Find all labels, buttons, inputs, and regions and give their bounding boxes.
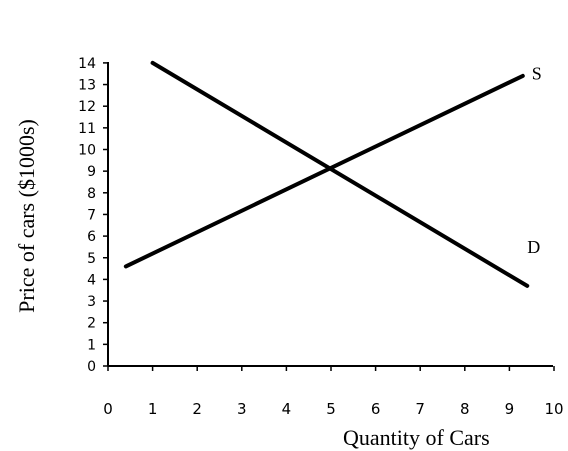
y-tick-label: 11 <box>78 121 96 137</box>
y-tick-label: 0 <box>87 359 96 375</box>
x-tick-label: 7 <box>415 400 425 418</box>
y-tick-label: 4 <box>87 272 96 288</box>
annotation-layer: SD <box>527 64 541 257</box>
x-tick-label: 1 <box>148 400 158 418</box>
curve-label-d: D <box>527 237 540 257</box>
y-tick-label: 8 <box>87 186 96 202</box>
x-tick-label: 2 <box>192 400 202 418</box>
y-tick-label: 12 <box>78 99 96 115</box>
x-tick-label: 9 <box>505 400 515 418</box>
x-axis-title: Quantity of Cars <box>343 425 490 450</box>
y-tick-label: 5 <box>87 251 96 267</box>
x-tick-label: 10 <box>544 400 563 418</box>
x-tick-label: 8 <box>460 400 470 418</box>
y-axis-title: Price of cars ($1000s) <box>14 119 39 313</box>
y-tick-label: 7 <box>87 207 96 223</box>
x-tick-label: 4 <box>282 400 292 418</box>
x-tick-label: 0 <box>103 400 113 418</box>
series-line-s <box>123 73 525 269</box>
y-tick-label: 10 <box>78 143 96 159</box>
x-tick-label: 6 <box>371 400 381 418</box>
y-tick-label: 14 <box>78 56 96 72</box>
x-ticks: 0 1 2 3 4 5 6 7 8 9 10 <box>103 366 564 418</box>
x-tick-label: 3 <box>237 400 247 418</box>
y-tick-label: 13 <box>78 78 96 94</box>
y-tick-label: 6 <box>87 229 96 245</box>
series-layer <box>123 60 530 288</box>
curve-label-s: S <box>532 64 542 84</box>
axes <box>107 62 553 367</box>
series-line-d <box>150 60 530 288</box>
y-tick-label: 2 <box>87 316 96 332</box>
y-tick-label: 1 <box>87 337 96 353</box>
y-tick-label: 9 <box>87 164 96 180</box>
x-tick-label: 5 <box>326 400 336 418</box>
y-tick-label: 3 <box>87 294 96 310</box>
